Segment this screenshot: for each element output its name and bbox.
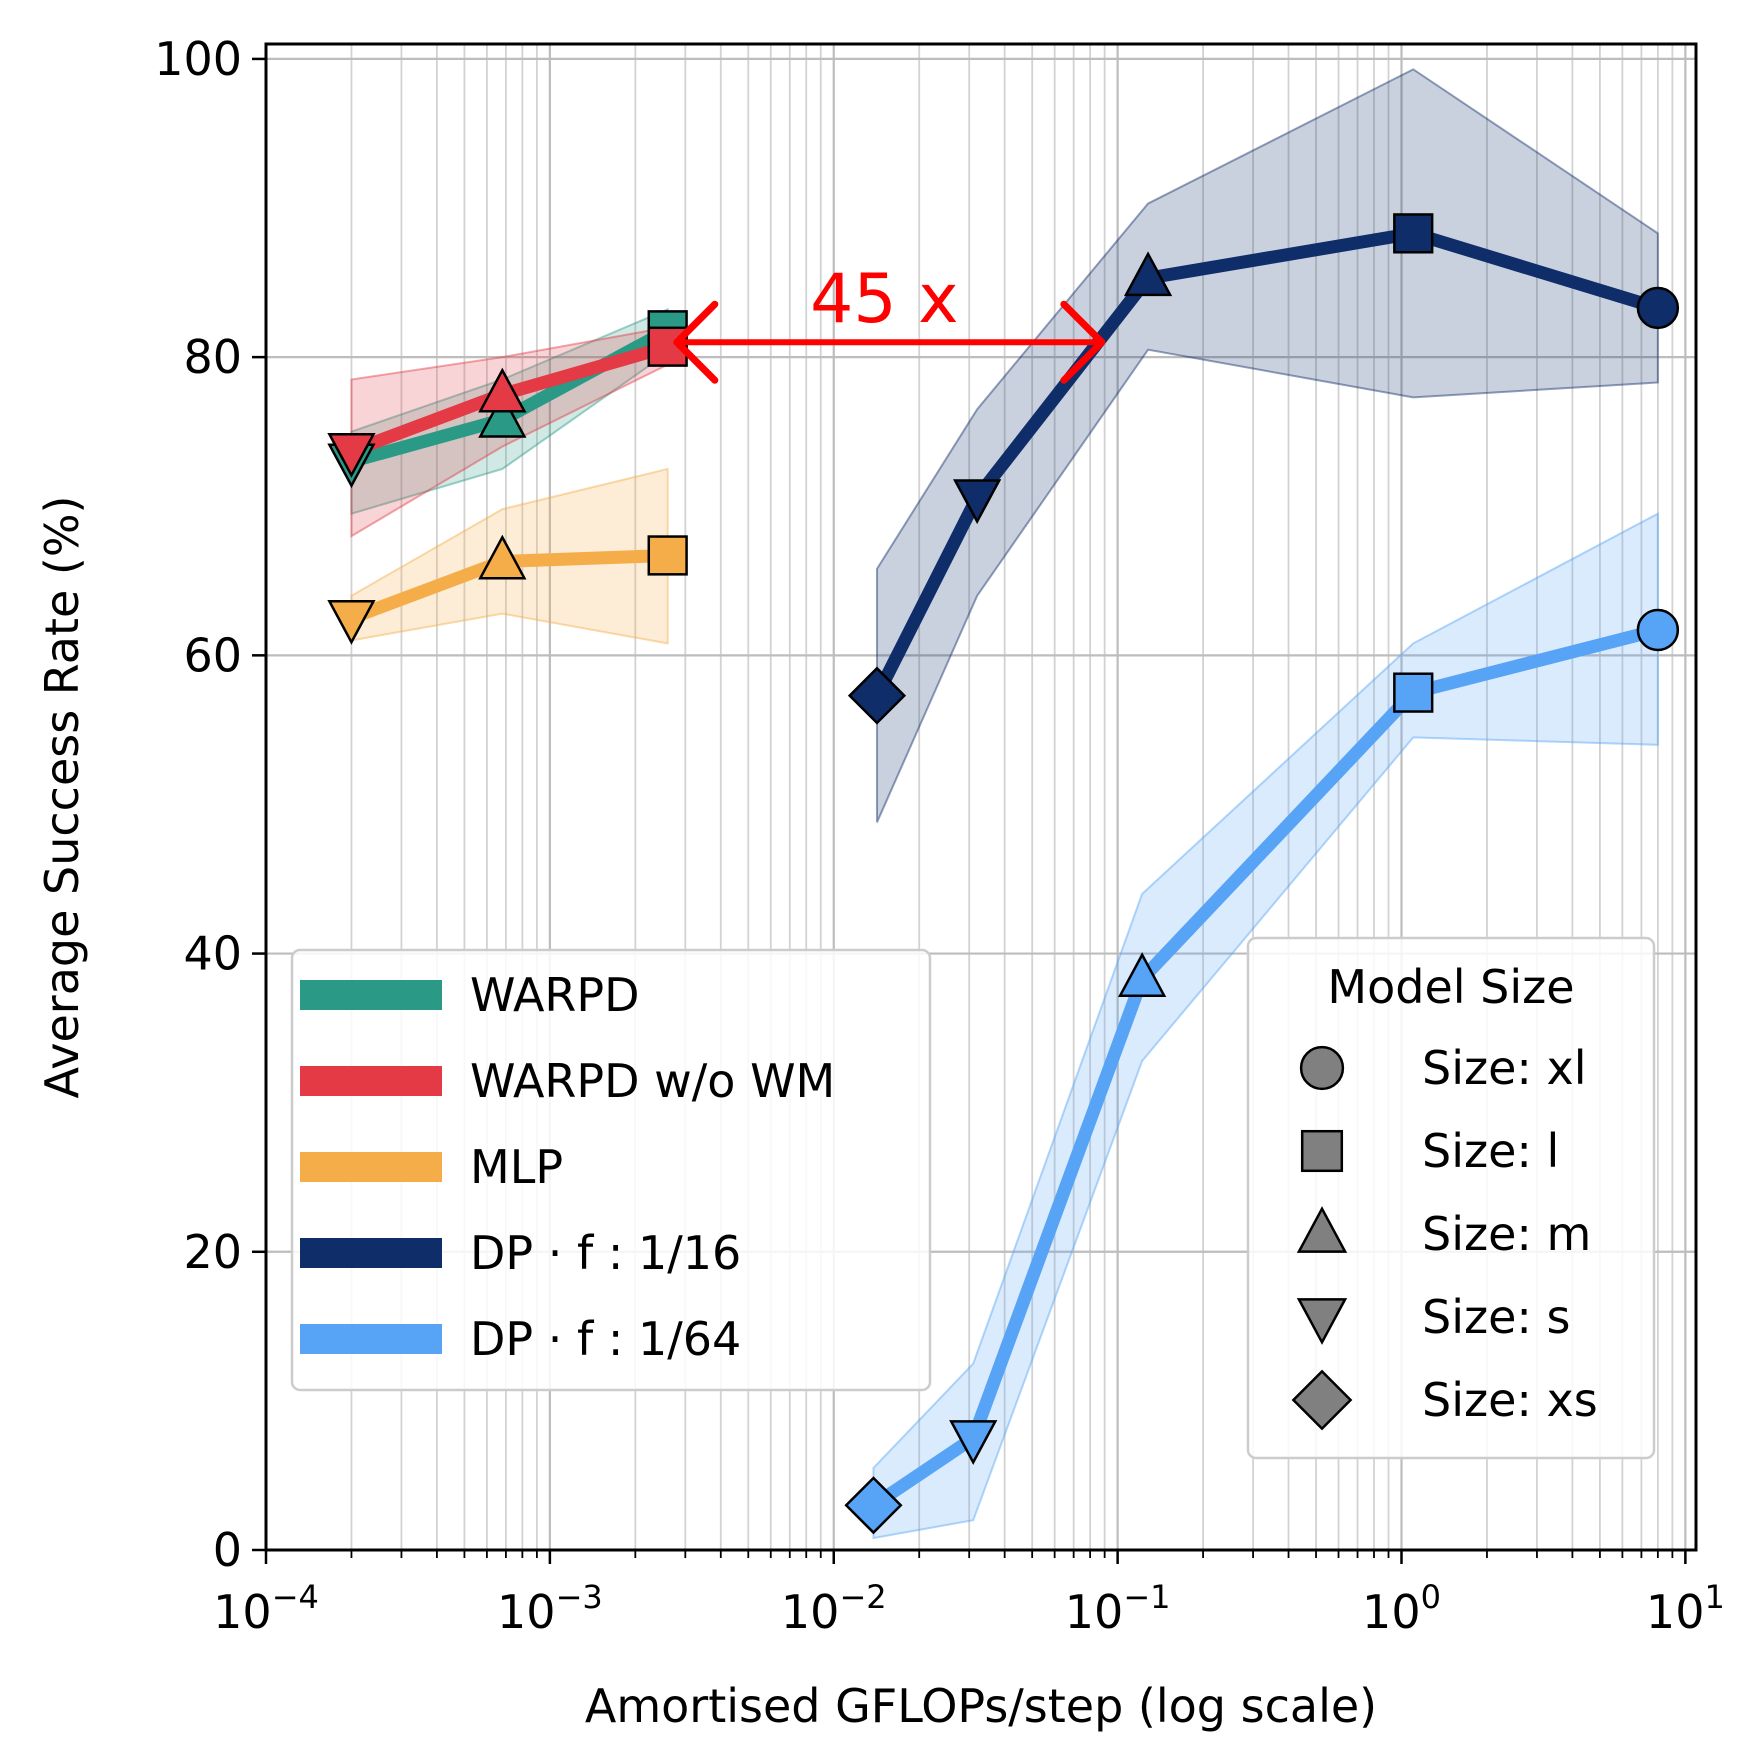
legend-model-size-box <box>1246 936 1656 1460</box>
legend-marker-icon <box>1296 1298 1348 1345</box>
marker-mlp <box>327 600 376 645</box>
legend-swatch <box>300 1238 442 1268</box>
band-dp-f-1-64 <box>872 512 1659 1540</box>
legend-swatch <box>300 980 442 1010</box>
marker-warpd-w-o-wm <box>327 433 376 478</box>
legend-marker-label: Size: l <box>1422 1124 1559 1178</box>
legend-marker-label: Size: xs <box>1422 1373 1598 1427</box>
legend-marker-label: Size: s <box>1422 1290 1571 1344</box>
y-tick-label: 0 <box>213 1523 242 1577</box>
marker-dp-f-1-64 <box>1636 608 1680 652</box>
legend-label: WARPD <box>470 968 640 1022</box>
annotation-arrowhead-left <box>673 300 719 384</box>
y-axis-label: Average Success Rate (%) <box>35 495 89 1098</box>
legend-label: MLP <box>470 1140 563 1194</box>
annotation-arrowhead-right <box>1060 300 1106 384</box>
x-tick-label: 10−3 <box>497 1578 603 1639</box>
legend-label: DP · f : 1/16 <box>470 1226 741 1280</box>
marker-dp-f-1-16 <box>953 479 1002 525</box>
y-tick-label: 20 <box>183 1225 242 1279</box>
legend-model-size: Model Size Size: xl Size: l Size: m Size: s S… <box>1246 936 1656 1460</box>
marker-warpd-w-o-wm <box>478 367 527 413</box>
legend-marker-icon <box>1299 1045 1345 1091</box>
legend-marker-icon <box>1291 1369 1353 1431</box>
axes: 0 20 40 60 80 100 10−4 10−3 10−2 10−1 100 101 <box>154 32 1725 1639</box>
x-tick-label: 101 <box>1646 1578 1725 1639</box>
y-tick-label: 60 <box>183 628 242 682</box>
legend-model-size-title: Model Size <box>1327 960 1574 1014</box>
band-dp-f-1-16 <box>875 68 1659 823</box>
legend-label: WARPD w/o WM <box>470 1054 835 1108</box>
marker-dp-f-1-64 <box>1393 672 1434 713</box>
marker-dp-f-1-16 <box>1393 213 1434 254</box>
legend-swatch <box>300 1152 442 1182</box>
marker-mlp <box>647 535 688 576</box>
series-markers <box>327 213 1680 1535</box>
legend-marker-label: Size: xl <box>1422 1041 1587 1095</box>
legend-marker-icon <box>1300 1129 1344 1173</box>
legend-marker-label: Size: m <box>1422 1207 1591 1261</box>
annotation: 45 x <box>673 260 1106 384</box>
marker-dp-f-1-16 <box>847 666 907 725</box>
legend-series: WARPD WARPD w/o WM MLP DP · f : 1/16 DP · f … <box>290 948 932 1392</box>
marker-mlp <box>478 534 527 580</box>
legend-marker-icon <box>1296 1206 1348 1253</box>
x-tick-label: 10−4 <box>213 1578 319 1639</box>
legend-swatch <box>300 1324 442 1354</box>
legend-swatch <box>300 1066 442 1096</box>
x-tick-label: 10−1 <box>1065 1578 1171 1639</box>
x-tick-label: 100 <box>1362 1578 1441 1639</box>
marker-warpd <box>478 392 527 438</box>
legend-label: DP · f : 1/64 <box>470 1312 741 1366</box>
plot-frame <box>264 42 1698 1552</box>
x-tick-label: 10−2 <box>781 1578 887 1639</box>
y-tick-label: 40 <box>183 927 242 981</box>
marker-dp-f-1-64 <box>844 1476 903 1535</box>
x-axis-label: Amortised GFLOPs/step (log scale) <box>585 1679 1377 1733</box>
marker-dp-f-1-16 <box>1636 286 1680 330</box>
marker-dp-f-1-16 <box>1123 251 1173 297</box>
marker-dp-f-1-64 <box>1117 952 1167 997</box>
annotation-label: 45 x <box>810 260 958 339</box>
legend-series-box <box>290 948 932 1392</box>
marker-dp-f-1-64 <box>949 1420 998 1465</box>
y-tick-label: 80 <box>183 330 242 384</box>
y-tick-label: 100 <box>154 32 242 86</box>
